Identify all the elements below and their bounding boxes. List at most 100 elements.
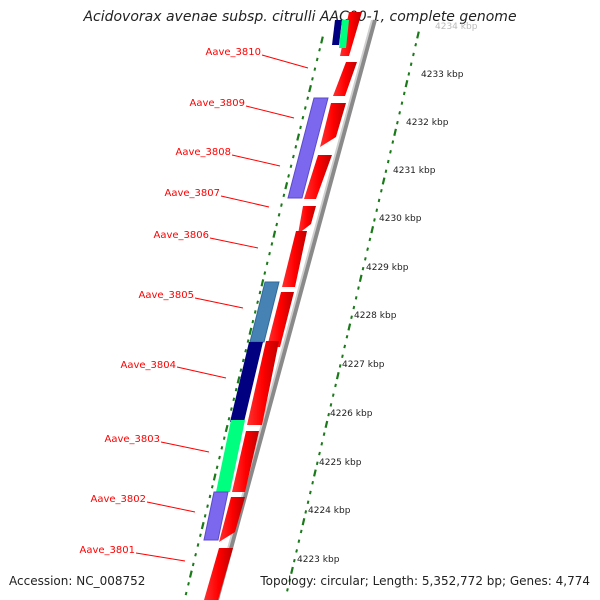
gene-box [332, 20, 342, 45]
gene-arrow [282, 231, 307, 287]
minor-tick [280, 203, 283, 207]
gene-arrow [304, 155, 332, 199]
minor-tick [311, 480, 314, 485]
minor-tick [331, 393, 335, 397]
gene-arrow [320, 103, 346, 147]
outer-tick-track [286, 31, 420, 592]
minor-tick [414, 42, 418, 47]
gene-label: Aave_3803 [105, 434, 161, 445]
gene-arrow [232, 431, 259, 492]
backbone-ring [214, 20, 377, 600]
minor-tick [412, 52, 415, 57]
minor-tick [210, 484, 214, 489]
minor-tick [265, 261, 269, 266]
minor-tick [275, 222, 279, 227]
major-tick [308, 84, 312, 93]
leader-line [176, 366, 227, 379]
minor-tick [368, 237, 372, 242]
minor-tick [244, 348, 248, 353]
gene-label: Aave_3805 [139, 290, 195, 301]
minor-tick [322, 432, 326, 436]
minor-tick [334, 383, 337, 388]
minor-tick [373, 218, 376, 222]
minor-tick [263, 271, 267, 275]
minor-tick [306, 500, 310, 505]
minor-tick [306, 96, 310, 101]
minor-tick [304, 510, 308, 514]
major-tick [212, 473, 217, 481]
leader-line [146, 501, 196, 513]
minor-tick [386, 159, 390, 164]
minor-tick [227, 416, 231, 421]
minor-tick [377, 198, 381, 203]
scale-label: 4230 kbp [379, 214, 422, 224]
reverse-strand-track [203, 20, 349, 541]
minor-tick [357, 286, 360, 290]
minor-tick [309, 490, 312, 495]
gene-box [287, 97, 329, 199]
minor-tick [297, 539, 301, 543]
minor-tick [194, 552, 197, 557]
gene-box [216, 420, 245, 492]
minor-tick [295, 549, 298, 553]
minor-tick [313, 67, 317, 71]
major-tick [200, 521, 205, 530]
topology-summary: Topology: circular; Length: 5,352,772 bp… [260, 574, 590, 588]
minor-tick [315, 461, 319, 466]
leader-line [220, 195, 270, 208]
minor-tick [341, 354, 344, 359]
scale-label: 4228 kbp [354, 311, 397, 321]
scale-label: 4233 kbp [421, 70, 464, 80]
gene-arrow [267, 292, 294, 347]
minor-tick [292, 154, 295, 159]
inner-tick-track [184, 36, 324, 596]
minor-tick [258, 290, 262, 295]
scale-label: 4232 kbp [406, 118, 449, 128]
minor-tick [354, 296, 358, 300]
scale-label: 4223 kbp [297, 555, 340, 565]
minor-tick [375, 208, 379, 213]
minor-tick [246, 339, 250, 343]
minor-tick [187, 582, 190, 586]
gene-label: Aave_3804 [121, 360, 177, 371]
gene-label: Aave_3806 [154, 230, 210, 241]
leader-line [245, 105, 295, 119]
gene-box [203, 491, 229, 541]
minor-tick [268, 251, 271, 256]
gene-label: Aave_3808 [176, 147, 232, 158]
minor-tick [318, 451, 321, 456]
minor-tick [400, 101, 404, 105]
minor-tick [270, 242, 274, 246]
minor-tick [286, 588, 289, 592]
minor-tick [289, 164, 293, 169]
gene-arrow [247, 341, 279, 425]
gene-label: Aave_3807 [165, 188, 221, 199]
major-tick [188, 570, 193, 578]
major-tick [416, 31, 420, 39]
major-tick [290, 566, 294, 575]
minor-tick [253, 310, 257, 314]
major-tick [272, 230, 277, 238]
leader-line [135, 552, 186, 562]
minor-tick [352, 305, 356, 310]
gene-arrow [333, 62, 357, 96]
minor-tick [361, 266, 365, 271]
minor-tick [391, 140, 395, 144]
minor-tick [215, 465, 219, 470]
minor-tick [343, 344, 347, 349]
minor-tick [199, 533, 202, 538]
gene-label: Aave_3801 [80, 545, 136, 556]
major-tick [370, 226, 375, 234]
minor-tick [396, 120, 399, 125]
accession-text: Accession: NC_008752 [9, 574, 146, 588]
minor-tick [364, 257, 367, 261]
minor-tick [277, 213, 281, 217]
leader-line [209, 237, 259, 249]
minor-tick [287, 174, 290, 178]
minor-tick [293, 558, 296, 563]
major-tick [248, 327, 253, 335]
minor-tick [288, 578, 292, 582]
major-tick [284, 182, 289, 190]
major-tick [347, 323, 352, 331]
